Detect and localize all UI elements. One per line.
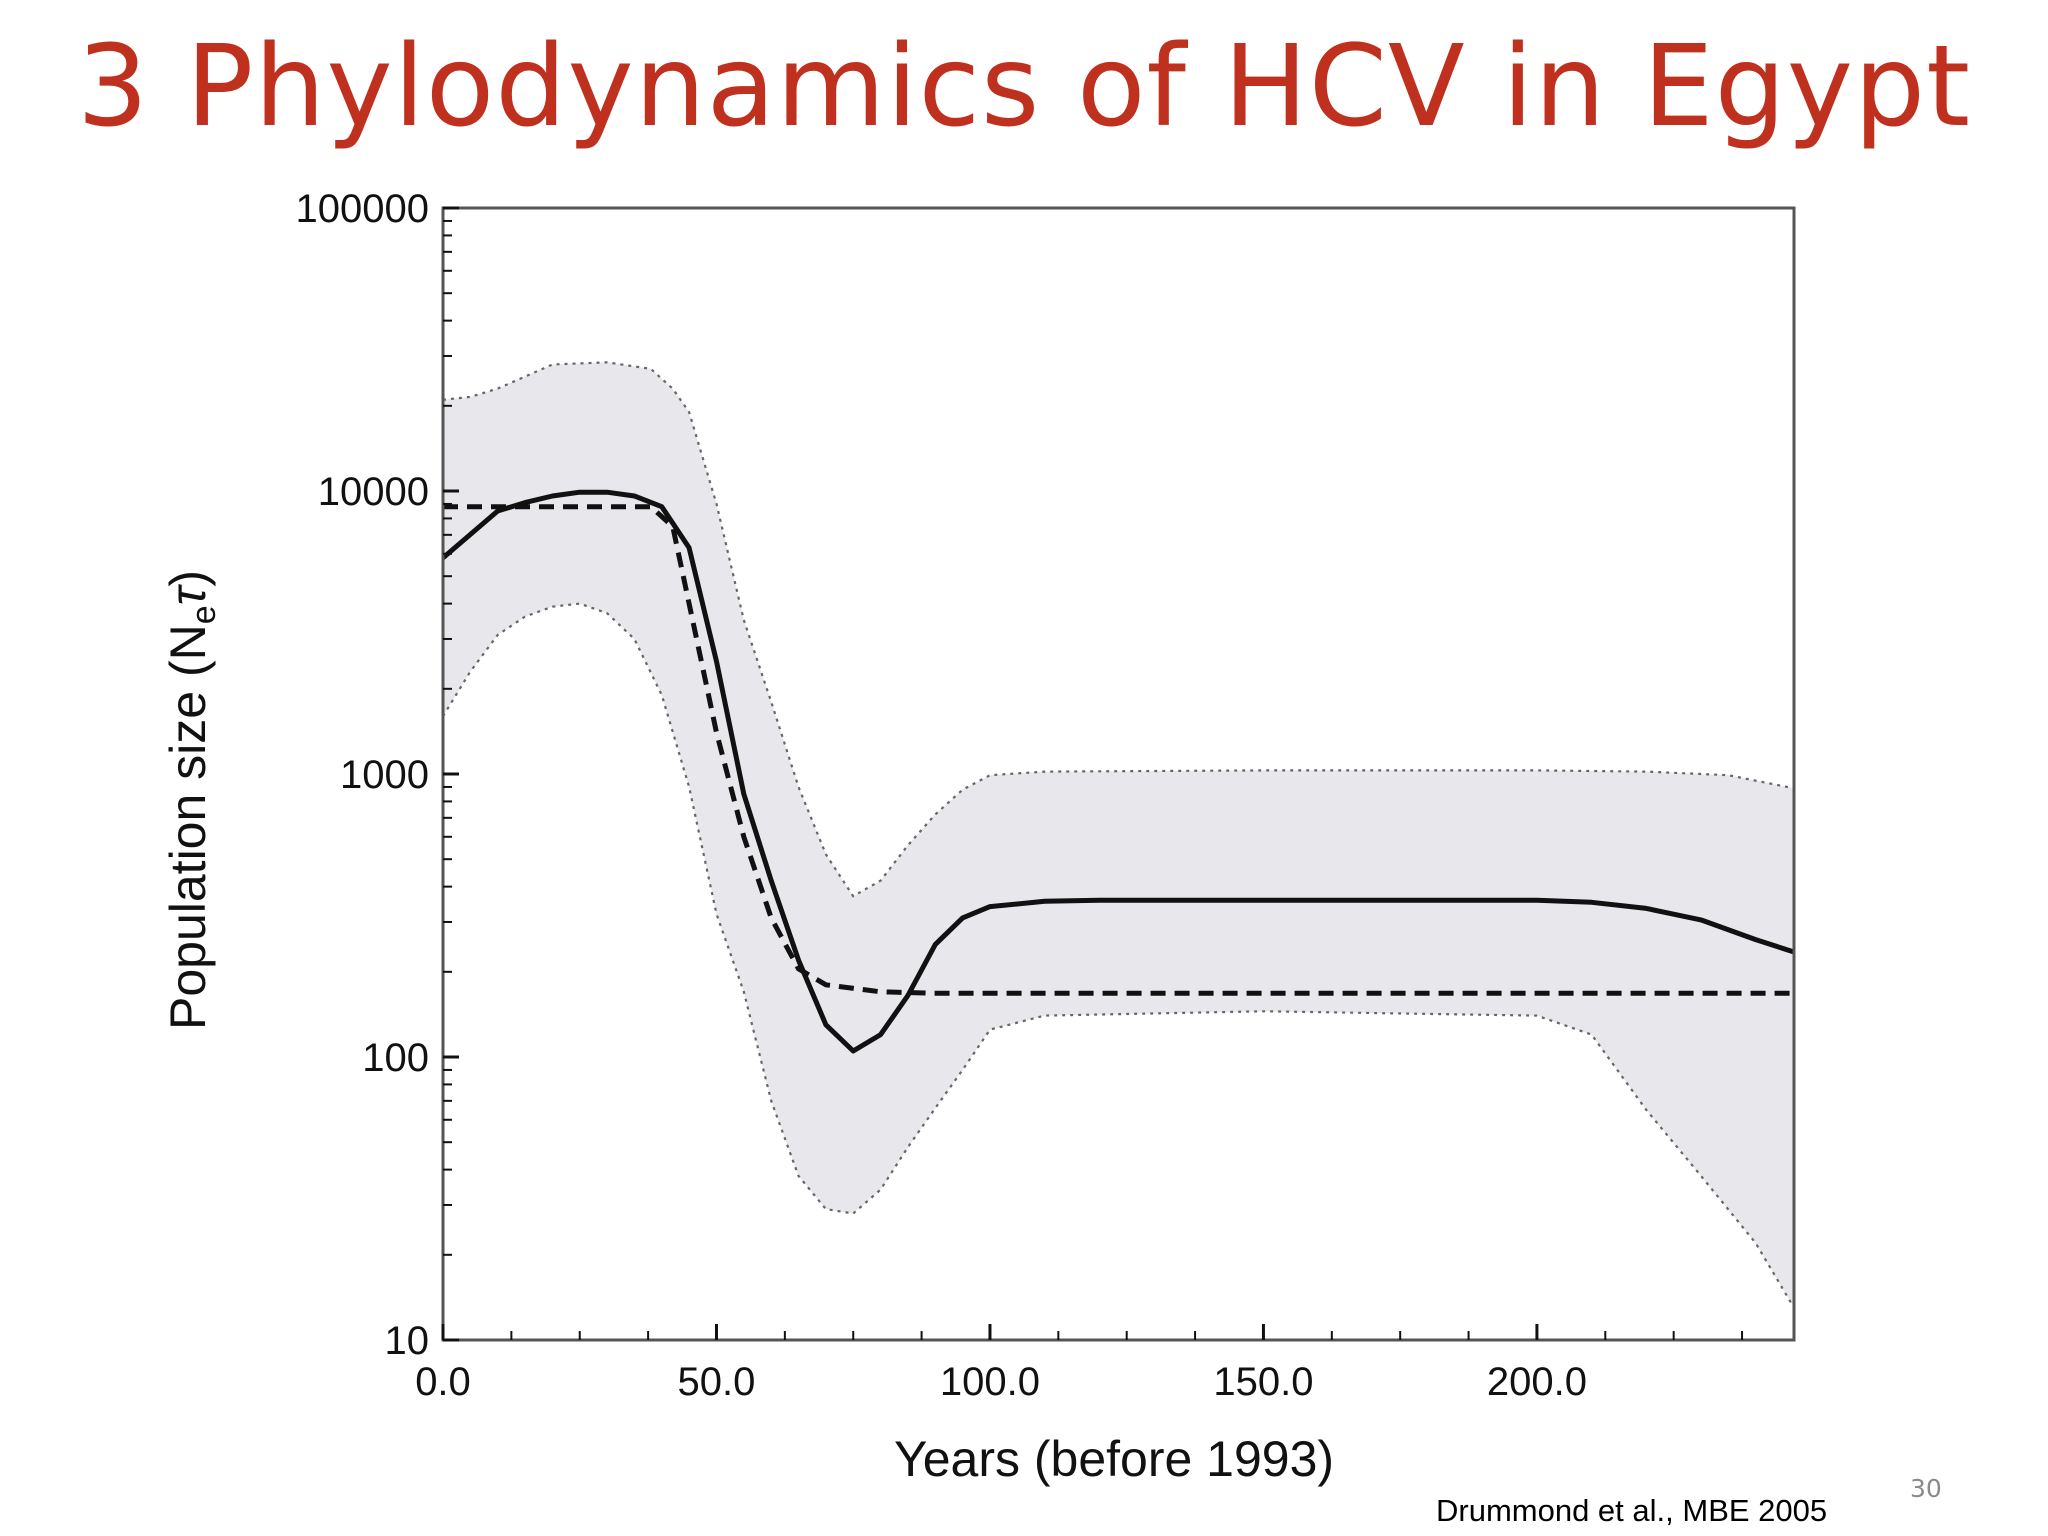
x-tick-label: 150.0 bbox=[1213, 1360, 1313, 1404]
y-axis-title: Population size (Neτ) bbox=[160, 570, 223, 1030]
series-line-median bbox=[441, 489, 1795, 1054]
hpd-band bbox=[443, 362, 1794, 1308]
axis-ticks bbox=[441, 206, 1744, 1342]
y-tick-label: 100 bbox=[362, 1036, 429, 1080]
x-axis-title: Years (before 1993) bbox=[894, 1431, 1334, 1487]
series-line-true-value bbox=[443, 504, 1794, 996]
x-tick-label: 0.0 bbox=[415, 1360, 471, 1404]
hpd-band-area bbox=[443, 362, 1794, 1308]
series-line-upper-95-hpd bbox=[442, 361, 1795, 898]
slide-number: 30 bbox=[1910, 1474, 1942, 1503]
tick-labels: 0.0 50.0 100.0 150.0 200.0 10 100 1000 10000 1000… bbox=[296, 187, 1587, 1404]
y-axis-title-greek: τ bbox=[160, 583, 216, 605]
citation: Drummond et al., MBE 2005 bbox=[1436, 1493, 1828, 1528]
slide-title: 3 Phylodynamics of HCV in Egypt bbox=[76, 22, 1972, 152]
x-tick-label: 50.0 bbox=[678, 1360, 756, 1404]
x-tick-label: 100.0 bbox=[940, 1360, 1040, 1404]
y-tick-label: 1000 bbox=[340, 753, 429, 797]
y-axis-title-close: ) bbox=[160, 570, 216, 587]
y-tick-label: 10 bbox=[385, 1319, 430, 1363]
series-lines bbox=[441, 361, 1795, 1309]
y-tick-label: 100000 bbox=[296, 187, 429, 231]
y-axis-title-subscript: e bbox=[185, 605, 223, 624]
x-tick-label: 200.0 bbox=[1487, 1360, 1587, 1404]
series-line-lower-95-hpd bbox=[442, 602, 1795, 1309]
y-tick-label: 10000 bbox=[318, 470, 429, 514]
y-axis-title-main: Population size (N bbox=[160, 624, 216, 1030]
